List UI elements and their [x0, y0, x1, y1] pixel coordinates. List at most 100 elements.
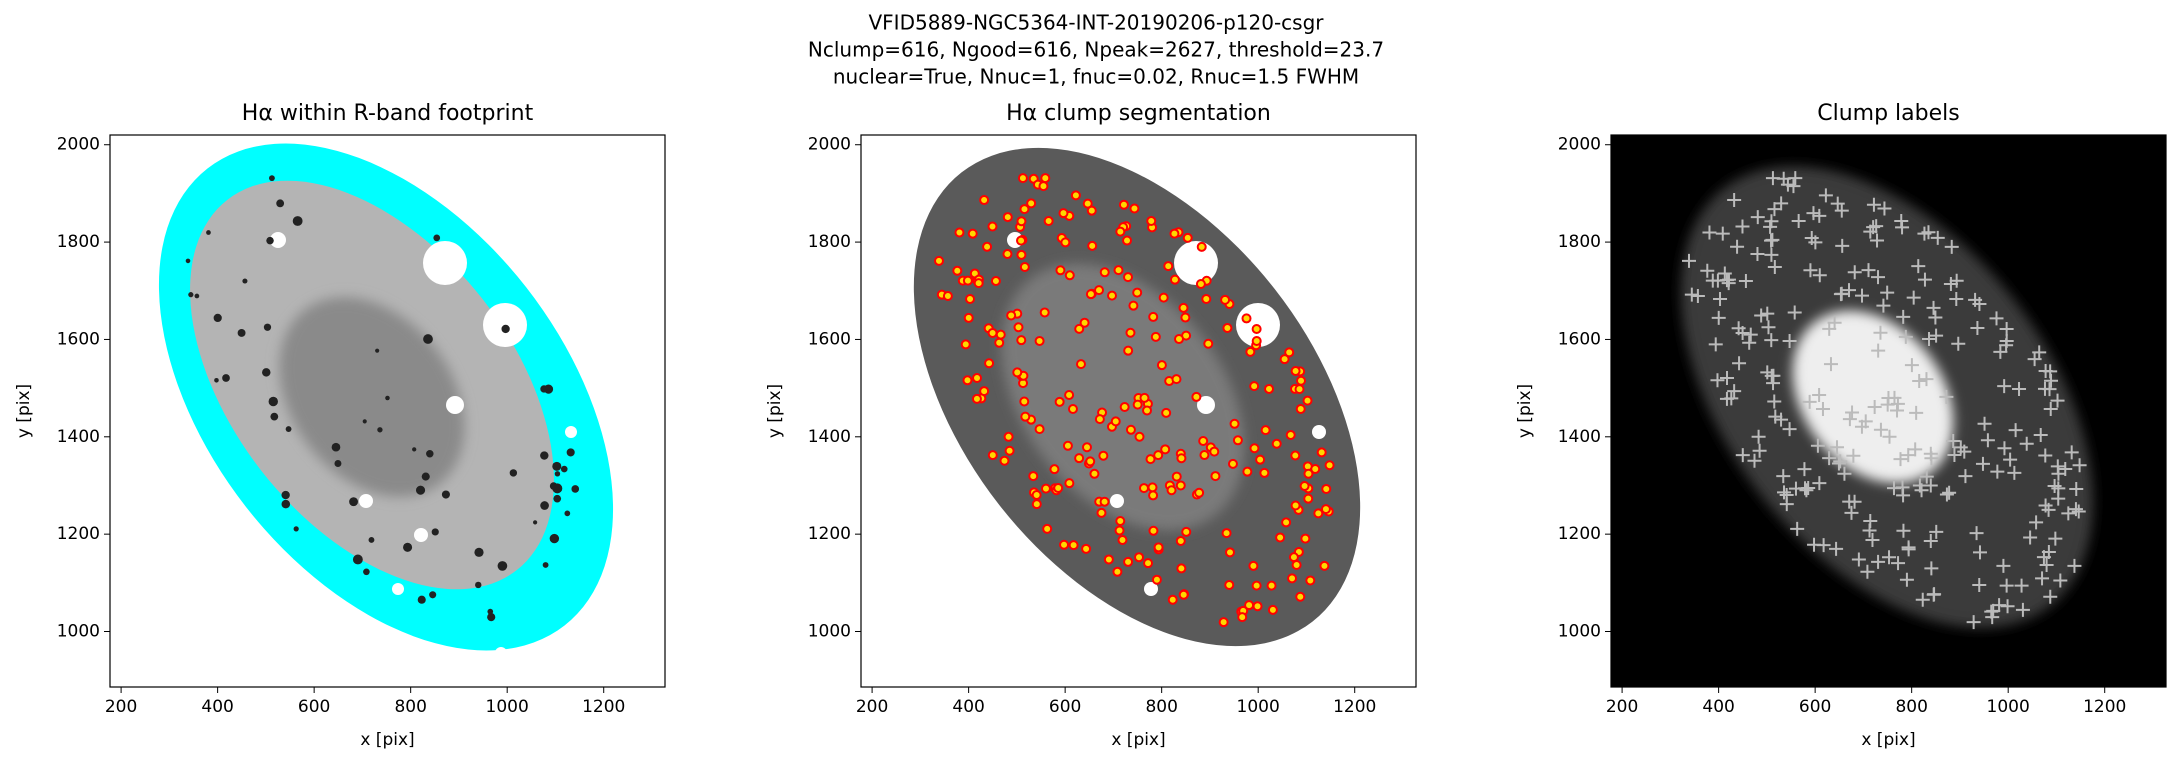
clump-label [1896, 523, 1911, 538]
clump-marker [1040, 173, 1051, 184]
clump-marker [1255, 454, 1266, 465]
axes-title: Hα clump segmentation [1006, 101, 1271, 126]
clump-marker [1034, 335, 1045, 346]
clump-label [1812, 208, 1827, 223]
clump-label [1767, 394, 1782, 409]
clump-label [2008, 423, 2023, 438]
clump-label [1996, 558, 2011, 573]
clump-label [1715, 226, 1730, 241]
clump-marker [1245, 346, 1256, 357]
clump-label [1732, 356, 1747, 371]
axes-title: Hα within R-band footprint [242, 101, 534, 126]
clump-label [1844, 505, 1859, 520]
clump-marker [1110, 416, 1121, 427]
y-tick-label: 1400 [57, 427, 100, 447]
x-tick-label: 1000 [1987, 697, 2030, 717]
clump-label [1904, 358, 1919, 373]
clump-blob [421, 472, 430, 481]
clump-marker [1094, 285, 1105, 296]
clump-marker [1290, 450, 1301, 461]
clump-marker [1068, 540, 1079, 551]
clump-marker [1220, 294, 1231, 305]
clump-label [1788, 171, 1803, 186]
y-tick-label: 1000 [1558, 622, 1601, 642]
clump-label [1999, 334, 2014, 349]
clump-marker [971, 393, 982, 404]
x-tick-label: 400 [1702, 697, 1734, 717]
clump-marker [1145, 454, 1156, 465]
clump-marker [1079, 317, 1090, 328]
clump-label [1990, 464, 2005, 479]
clump-marker [1221, 528, 1232, 539]
clump-label [1924, 451, 1939, 466]
clump-marker [1089, 468, 1100, 479]
clump-label [1779, 488, 1794, 503]
image-labels [1611, 135, 2166, 687]
clump-marker [1248, 560, 1259, 571]
clump-label [1829, 541, 1844, 556]
clump-blob [571, 485, 580, 493]
clump-label [1943, 277, 1958, 292]
clump-label [1735, 325, 1750, 340]
clump-label [1957, 444, 1972, 459]
clump-marker [1058, 208, 1069, 219]
clump-label [1818, 188, 1833, 203]
clump-label [2069, 481, 2084, 496]
clump-blob [188, 292, 194, 298]
clump-marker [1064, 390, 1075, 401]
clump-marker [1176, 563, 1187, 574]
clump-label [1833, 287, 1848, 302]
clump-label [1939, 389, 1954, 404]
clump-label [2033, 428, 2048, 443]
clump-marker [1016, 335, 1027, 346]
clump-label [1754, 308, 1769, 323]
clump-label [2036, 550, 2051, 565]
clump-marker [1291, 559, 1302, 570]
clump-marker [1153, 542, 1164, 553]
y-tick-label: 1600 [57, 329, 100, 349]
clump-blob [266, 236, 274, 245]
suptitle: nuclear=True, Nnuc=1, fnuc=0.02, Rnuc=1.… [833, 65, 1359, 89]
clump-label [1730, 239, 1745, 254]
clump-marker [1296, 375, 1307, 386]
clump-label [2064, 445, 2079, 460]
clump-label [1767, 202, 1782, 217]
clump-label [1914, 483, 1929, 498]
clump-label [1949, 273, 1964, 288]
clump-marker [1199, 450, 1210, 461]
clump-label [1911, 259, 1926, 274]
clump-marker [1002, 248, 1013, 259]
clump-label [2003, 452, 2018, 467]
clump-label [1777, 485, 1792, 500]
clump-marker [1259, 467, 1270, 478]
clump-marker [1227, 458, 1238, 469]
clump-label [1776, 469, 1791, 484]
clump-marker [999, 455, 1010, 466]
clump-marker [1167, 594, 1178, 605]
clump-blob [441, 490, 450, 499]
clump-blob [331, 442, 341, 452]
clump-marker [1074, 323, 1085, 334]
clump-label [1970, 321, 1985, 336]
clump-label [1860, 564, 1875, 579]
clump-marker [1006, 310, 1017, 321]
clump-marker [1148, 490, 1159, 501]
clump-label [1999, 321, 2014, 336]
clump-label [1915, 592, 1930, 607]
clump-label [1951, 336, 1966, 351]
y-axis-label: y [pix] [1515, 384, 1535, 438]
clump-marker [1302, 395, 1313, 406]
clump-marker [1085, 456, 1096, 467]
clump-label [1751, 429, 1766, 444]
clump-label [2051, 491, 2066, 506]
clump-marker [962, 375, 973, 386]
clump-marker [1125, 327, 1136, 338]
clump-marker [1241, 313, 1252, 324]
clump-marker [987, 450, 998, 461]
clump-marker [1156, 360, 1167, 371]
clump-label [1690, 288, 1705, 303]
clump-marker [1115, 226, 1126, 237]
clump-label [1761, 320, 1776, 335]
clump-marker [1055, 265, 1066, 276]
clump-label [1829, 440, 1844, 455]
